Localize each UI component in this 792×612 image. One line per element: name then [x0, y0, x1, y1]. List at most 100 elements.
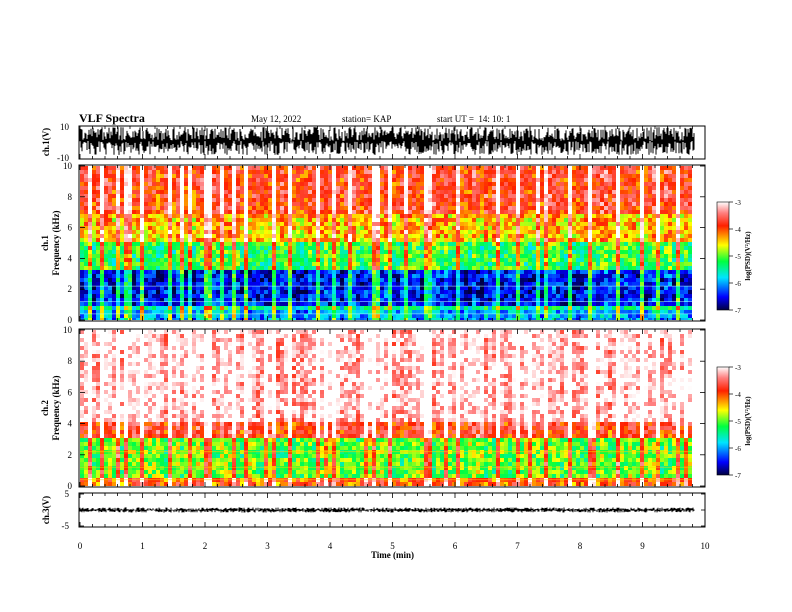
spectrogram-cell — [208, 210, 212, 214]
spectrogram-cell — [296, 206, 300, 210]
spectrogram-cell — [224, 170, 228, 174]
spectrogram-cell — [84, 242, 88, 246]
spectrogram-cell — [160, 250, 164, 254]
spectrogram-cell — [524, 214, 528, 218]
spectrogram-cell — [372, 230, 376, 234]
spectrogram-cell — [148, 202, 152, 206]
spectrogram-cell — [384, 254, 388, 258]
spectrogram-cell — [212, 298, 216, 302]
spectrogram-cell — [384, 190, 388, 194]
spectrogram-cell — [132, 218, 136, 222]
spectrogram-cell — [580, 178, 584, 182]
spectrogram-cell — [248, 206, 252, 210]
spectrogram-cell — [236, 190, 240, 194]
spectrogram-cell — [204, 266, 208, 270]
spectrogram-cell — [156, 206, 160, 210]
spectrogram-cell — [432, 302, 436, 306]
spectrogram-cell — [324, 310, 328, 314]
spectrogram-cell — [160, 310, 164, 314]
spectrogram-cell — [104, 198, 108, 202]
spectrogram-cell — [232, 306, 236, 310]
spectrogram-cell — [152, 262, 156, 266]
spectrogram-cell — [156, 314, 160, 318]
spectrogram-cell — [192, 286, 196, 290]
spectrogram-cell — [104, 306, 108, 310]
spectrogram-cell — [504, 166, 508, 170]
spectrogram-cell — [332, 202, 336, 206]
spectrogram-cell — [184, 294, 188, 298]
spectrogram-cell — [196, 258, 200, 262]
spectrogram-cell — [208, 206, 212, 210]
spectrogram-cell — [88, 302, 92, 306]
spectrogram-cell — [540, 178, 544, 182]
spectrogram-cell — [556, 254, 560, 258]
spectrogram-cell — [296, 294, 300, 298]
spectrogram-cell — [584, 182, 588, 186]
spectrogram-cell — [296, 258, 300, 262]
spectrogram-cell — [352, 238, 356, 242]
spectrogram-cell — [288, 298, 292, 302]
spectrogram-cell — [236, 274, 240, 278]
spectrogram-cell — [220, 270, 224, 274]
spectrogram-cell — [516, 314, 520, 318]
spectrogram-cell — [340, 198, 344, 202]
spectrogram-cell — [376, 222, 380, 226]
spectrogram-cell — [372, 310, 376, 314]
spectrogram-cell — [124, 178, 128, 182]
spectrogram-cell — [352, 294, 356, 298]
spectrogram-cell — [328, 290, 332, 294]
spectrogram-cell — [132, 246, 136, 250]
spectrogram-cell — [488, 278, 492, 282]
spectrogram-cell — [228, 182, 232, 186]
spectrogram-cell — [268, 266, 272, 270]
spectrogram-cell — [124, 306, 128, 310]
spectrogram-cell — [520, 234, 524, 238]
spectrogram-cell — [268, 254, 272, 258]
spectrogram-cell — [192, 282, 196, 286]
spectrogram-cell — [100, 238, 104, 242]
spectrogram-cell — [156, 174, 160, 178]
spectrogram-cell — [564, 310, 568, 314]
spectrogram-cell — [344, 302, 348, 306]
spectrogram-cell — [372, 222, 376, 226]
spectrogram-cell — [576, 214, 580, 218]
spectrogram-cell — [472, 186, 476, 190]
spectrogram-cell — [496, 170, 500, 174]
spectrogram-cell — [356, 298, 360, 302]
spectrogram-cell — [484, 266, 488, 270]
spectrogram-cell — [572, 206, 576, 210]
spectrogram-cell — [164, 318, 168, 320]
spectrogram-cell — [228, 254, 232, 258]
spectrogram-cell — [184, 262, 188, 266]
spectrogram-cell — [528, 274, 532, 278]
spectrogram-cell — [140, 278, 144, 282]
spectrogram-cell — [216, 310, 220, 314]
spectrogram-cell — [320, 246, 324, 250]
spectrogram-cell — [280, 206, 284, 210]
spectrogram-cell — [236, 282, 240, 286]
spectrogram-cell — [116, 198, 120, 202]
spectrogram-cell — [516, 282, 520, 286]
spectrogram-cell — [444, 254, 448, 258]
spectrogram-cell — [236, 290, 240, 294]
spectrogram-cell — [324, 266, 328, 270]
spectrogram-cell — [452, 234, 456, 238]
spectrogram-cell — [320, 174, 324, 178]
spectrogram-cell — [520, 186, 524, 190]
spectrogram-cell — [124, 266, 128, 270]
spectrogram-cell — [88, 310, 92, 314]
spectrogram-cell — [492, 170, 496, 174]
spectrogram-cell — [100, 286, 104, 290]
spectrogram-cell — [212, 306, 216, 310]
spectrogram-cell — [544, 198, 548, 202]
spectrogram-cell — [392, 170, 396, 174]
spectrogram-cell — [508, 178, 512, 182]
spectrogram-cell — [304, 182, 308, 186]
spectrogram-cell — [144, 226, 148, 230]
spectrogram-cell — [588, 170, 592, 174]
spectrogram-cell — [192, 214, 196, 218]
spectrogram-cell — [444, 222, 448, 226]
spectrogram-cell — [564, 226, 568, 230]
spectrogram-cell — [380, 234, 384, 238]
spectrogram-cell — [528, 186, 532, 190]
